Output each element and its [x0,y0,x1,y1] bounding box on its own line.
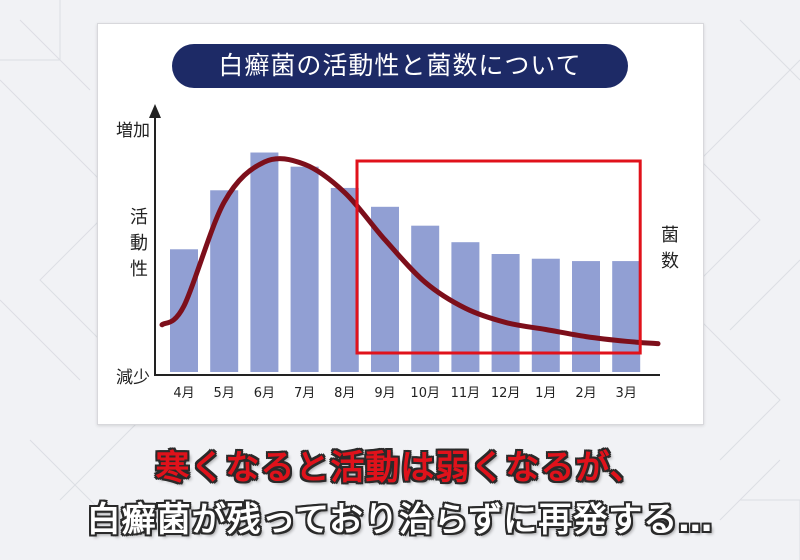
bar-11 [572,261,600,372]
y-title-left: 活 [130,207,148,228]
bar-12 [612,261,641,372]
x-tick-label: 6月 [254,386,275,401]
y-title-right: 数 [661,251,679,272]
caption-line-2: 白癬菌が残っており治らずに再発する… [86,500,714,540]
bar-3 [250,152,279,372]
x-tick-label: 12月 [491,386,521,401]
y-title-left: 動 [130,233,148,254]
x-tick-label: 9月 [374,386,395,401]
y-label-bottom: 減少 [116,368,150,388]
x-tick-label: 1月 [535,386,556,401]
y-title-left: 性 [130,259,148,280]
x-tick-labels: 4月 5月 6月 7月 8月 9月 10月 11月 12月 1月 2月 3月 [173,386,636,401]
x-tick-label: 8月 [334,386,355,401]
bar-6 [371,206,399,372]
x-tick-label: 10月 [410,386,440,401]
bar-7 [411,225,440,372]
x-tick-label: 4月 [173,386,194,401]
bar-5 [330,187,359,372]
x-tick-label: 11月 [451,386,481,401]
bar-10 [531,258,560,372]
x-tick-label: 7月 [294,386,315,401]
highlight-box [355,159,642,355]
activity-curve [159,156,661,347]
y-label-top: 増加 [116,121,150,141]
x-tick-label: 3月 [616,386,637,401]
x-tick-label: 2月 [575,386,596,401]
y-axis-arrow [149,104,161,118]
chart-panel [97,23,704,425]
chart-title: 白癬菌の活動性と菌数について [172,44,628,88]
axes [149,104,660,376]
caption-line-1: 寒くなると活動は弱くなるが、 [155,448,645,488]
y-title-right: 菌 [661,225,679,246]
x-tick-label: 5月 [214,386,235,401]
bar-4 [290,166,319,372]
